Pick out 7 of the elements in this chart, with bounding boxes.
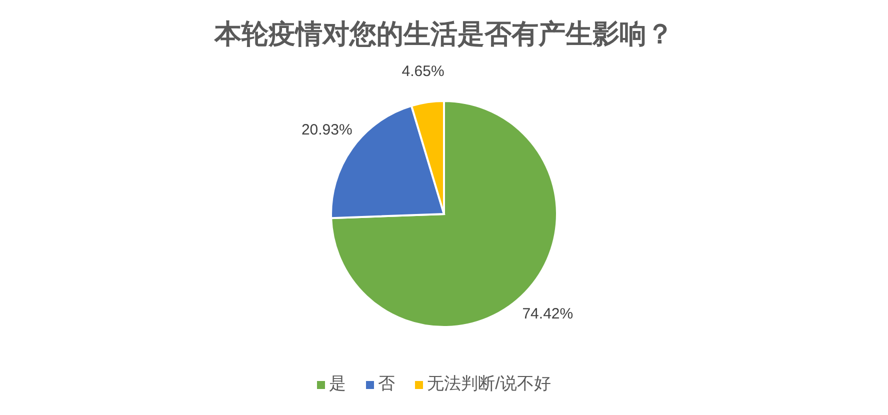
chart-title: 本轮疫情对您的生活是否有产生影响？ — [213, 18, 674, 51]
data-label: 74.42% — [522, 305, 574, 322]
data-label: 20.93% — [301, 122, 352, 139]
legend-label: 是 — [329, 374, 346, 393]
data-label: 4.65% — [402, 63, 444, 80]
legend-label: 无法判断/说不好 — [427, 374, 551, 393]
legend-label: 否 — [378, 374, 396, 393]
